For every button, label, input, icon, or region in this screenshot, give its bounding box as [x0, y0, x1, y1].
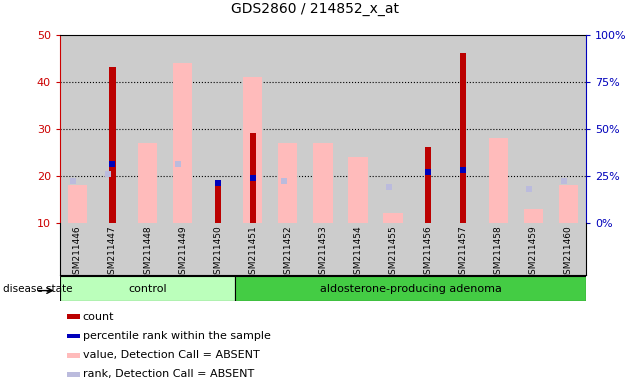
Bar	[278, 143, 297, 223]
Text: GSM211454: GSM211454	[353, 225, 362, 280]
Text: GSM211448: GSM211448	[143, 225, 152, 280]
Text: GSM211449: GSM211449	[178, 225, 187, 280]
Bar	[313, 143, 333, 223]
Text: GSM211451: GSM211451	[248, 225, 257, 280]
Text: GSM211460: GSM211460	[564, 225, 573, 280]
Bar	[249, 133, 256, 223]
Text: GSM211453: GSM211453	[318, 225, 328, 280]
Bar	[173, 63, 192, 223]
Text: GSM211452: GSM211452	[284, 225, 292, 280]
Bar	[524, 209, 543, 223]
Bar	[67, 334, 81, 338]
Text: value, Detection Call = ABSENT: value, Detection Call = ABSENT	[83, 350, 260, 360]
Text: disease state: disease state	[3, 284, 72, 294]
Text: GSM211459: GSM211459	[529, 225, 538, 280]
Bar	[559, 185, 578, 223]
Bar	[243, 77, 262, 223]
Bar	[348, 157, 367, 223]
Bar	[67, 372, 81, 377]
Bar	[60, 276, 235, 301]
Text: count: count	[83, 312, 114, 322]
Text: GSM211458: GSM211458	[494, 225, 503, 280]
Text: GSM211450: GSM211450	[213, 225, 222, 280]
Text: GSM211456: GSM211456	[423, 225, 433, 280]
Text: GSM211446: GSM211446	[73, 225, 82, 280]
Bar	[138, 143, 157, 223]
Bar	[109, 68, 116, 223]
Text: GDS2860 / 214852_x_at: GDS2860 / 214852_x_at	[231, 2, 399, 16]
Bar	[425, 147, 432, 223]
Bar	[67, 314, 81, 319]
Text: GSM211457: GSM211457	[459, 225, 467, 280]
Text: rank, Detection Call = ABSENT: rank, Detection Call = ABSENT	[83, 369, 254, 379]
Text: GSM211447: GSM211447	[108, 225, 117, 280]
Text: aldosterone-producing adenoma: aldosterone-producing adenoma	[319, 284, 501, 294]
Text: control: control	[129, 284, 167, 294]
Text: percentile rank within the sample: percentile rank within the sample	[83, 331, 270, 341]
Bar	[214, 185, 221, 223]
Text: GSM211455: GSM211455	[389, 225, 398, 280]
Bar	[489, 138, 508, 223]
Bar	[460, 53, 466, 223]
Bar	[68, 185, 87, 223]
Bar	[67, 353, 81, 358]
Bar	[384, 214, 403, 223]
Bar	[235, 276, 586, 301]
